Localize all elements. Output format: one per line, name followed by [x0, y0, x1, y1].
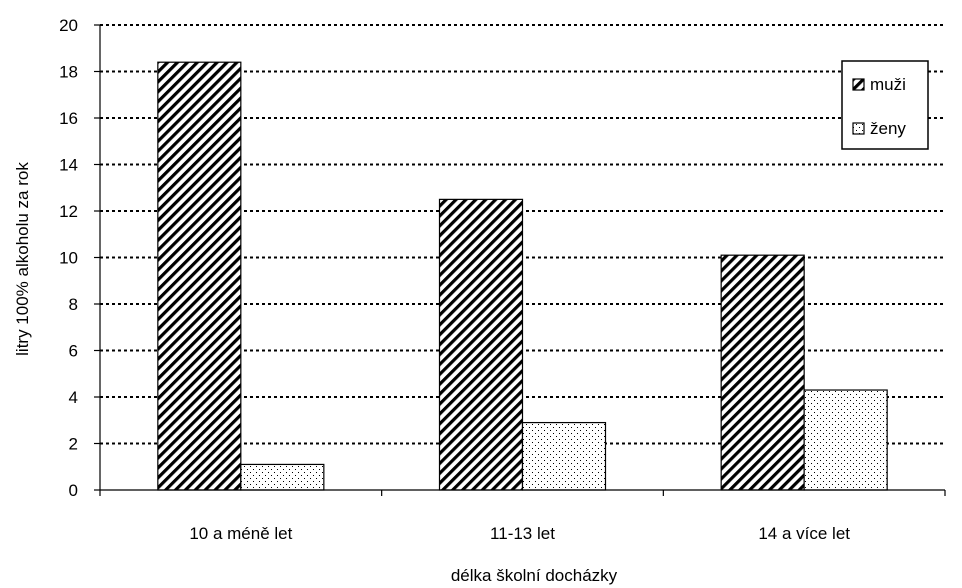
- x-axis-title: délka školní docházky: [451, 566, 618, 585]
- bar-muzi: [438, 198, 524, 491]
- y-tick-label: 12: [59, 202, 78, 221]
- y-tick-label: 18: [59, 63, 78, 82]
- legend: muži ženy: [841, 60, 929, 150]
- x-tick-label: 11-13 let: [490, 524, 555, 543]
- y-tick-labels: 0 2 4 6 8 10 12 14 16 18 20: [59, 16, 78, 500]
- legend-swatch-muzi: [852, 78, 865, 91]
- y-tick-label: 4: [69, 388, 78, 407]
- x-tick-label: 14 a více let: [758, 524, 850, 543]
- bar-zeny: [521, 421, 607, 491]
- legend-swatch-zeny: [852, 122, 865, 135]
- y-tick-label: 10: [59, 249, 78, 268]
- y-tick-label: 6: [69, 342, 78, 361]
- x-tick-labels: 10 a méně let 11-13 let 14 a více let: [189, 524, 850, 543]
- bar-zeny: [240, 463, 325, 491]
- legend-label-muzi: muži: [870, 75, 906, 94]
- y-tick-label: 0: [69, 481, 78, 500]
- y-tick-label: 16: [59, 109, 78, 128]
- axes: [94, 24, 946, 496]
- legend-label-zeny: ženy: [870, 119, 906, 138]
- bar-muzi: [157, 61, 242, 491]
- bars: [157, 61, 888, 491]
- bar-zeny: [803, 389, 888, 491]
- y-axis-title: litry 100% alkoholu za rok: [13, 162, 32, 356]
- legend-box: [841, 60, 929, 150]
- y-tick-label: 14: [59, 156, 78, 175]
- x-tick-label: 10 a méně let: [189, 524, 292, 543]
- y-tick-label: 2: [69, 435, 78, 454]
- y-tick-label: 20: [59, 16, 78, 35]
- y-tick-label: 8: [69, 295, 78, 314]
- bar-muzi: [720, 254, 805, 491]
